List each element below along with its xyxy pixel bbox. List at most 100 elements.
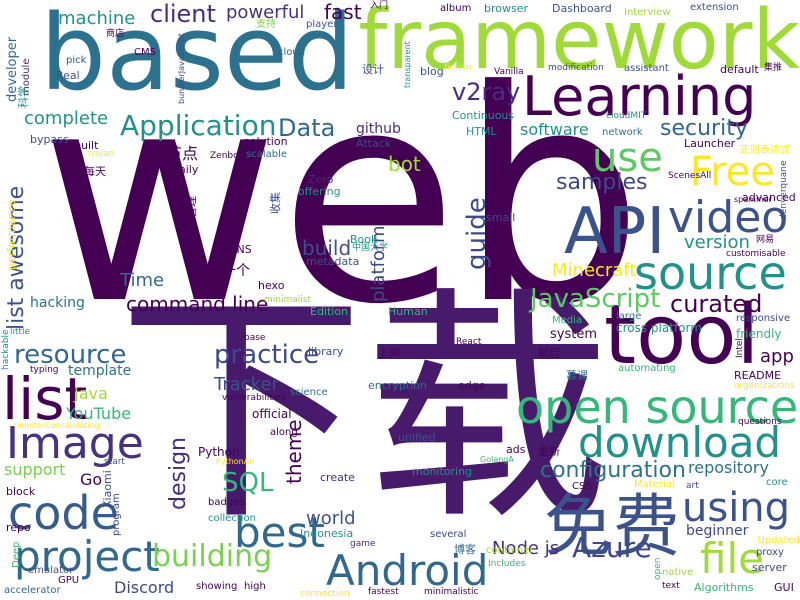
word-open: open xyxy=(653,557,663,580)
word-v2ray: v2ray xyxy=(452,78,521,106)
word-cross-platform: cross platform xyxy=(616,321,702,335)
word-zero: Zero xyxy=(308,173,334,186)
word-block: block xyxy=(6,485,36,498)
word-yige: 一个 xyxy=(222,263,250,279)
word-time: Time xyxy=(120,270,165,291)
word-game: game xyxy=(350,539,376,549)
word-text: text xyxy=(662,581,680,591)
word-typing: typing xyxy=(30,365,59,375)
word-performance: performance xyxy=(5,199,18,270)
word-curated: curated xyxy=(670,290,763,318)
word-react: React xyxy=(456,337,482,347)
word-fiction: fiction xyxy=(444,63,472,73)
word-ads: ads xyxy=(506,443,526,456)
word-spammer: spammer xyxy=(734,195,772,204)
word-transparent: transparent xyxy=(403,41,412,88)
word-blog: blog xyxy=(420,65,444,78)
word-bundler: bundlerJavaScript xyxy=(177,33,186,104)
word-minimalist: minimalist xyxy=(264,295,311,305)
word-questions: questions xyxy=(738,417,782,427)
word-interview: Interview xyxy=(624,7,671,18)
word-media: Media xyxy=(552,315,583,326)
word-open-source: open source xyxy=(516,380,799,434)
word-hacking: hacking xyxy=(30,295,85,311)
word-bot: bot xyxy=(388,152,421,176)
word-version: version xyxy=(684,232,750,253)
word-world: world xyxy=(306,508,356,529)
word-build: build xyxy=(302,236,352,260)
word-nodejs: Node js xyxy=(492,538,560,559)
word-little: little xyxy=(10,327,31,337)
word-monitoring: monitoring xyxy=(412,465,473,478)
word-launcher: Launcher xyxy=(684,137,736,150)
word-customisable: customisable xyxy=(726,249,786,259)
word-beginner: beginner xyxy=(686,523,749,539)
word-modification: modification xyxy=(548,63,604,73)
word-java: Java xyxy=(74,384,108,403)
word-denverquane: denverquane xyxy=(779,160,789,220)
word-collection: collection xyxy=(208,513,256,524)
word-boke: 博客 xyxy=(454,543,476,556)
word-software: software xyxy=(520,120,589,139)
word-web: web xyxy=(40,28,644,368)
word-css: CSS xyxy=(572,481,592,492)
word-scalable: scalable xyxy=(246,149,288,160)
word-start: start xyxy=(104,457,125,467)
word-best: best xyxy=(234,508,325,557)
word-powerful: powerful xyxy=(226,2,305,23)
word-guanli: 管理 xyxy=(185,196,198,218)
word-hexo: hexo xyxy=(258,279,285,292)
word-science: science xyxy=(290,387,328,398)
word-bypass: bypass xyxy=(30,133,69,146)
word-library: library xyxy=(308,345,344,358)
word-complete: complete xyxy=(24,108,109,129)
word-attack: Attack xyxy=(356,137,392,150)
word-offering: offering xyxy=(298,185,341,198)
word-encryption: encryption xyxy=(368,379,427,392)
word-includes: Includes xyxy=(488,559,526,569)
word-jitui: 集推 xyxy=(764,63,783,73)
word-zenbot: Zenbot xyxy=(210,151,243,161)
word-based: based xyxy=(40,0,354,114)
word-gpu: GPU xyxy=(58,575,80,586)
word-code: code xyxy=(8,486,119,540)
word-muke: 慕课 xyxy=(566,369,588,382)
word-base: base xyxy=(244,333,266,343)
word-program: program xyxy=(111,493,122,536)
word-connection: connection xyxy=(300,589,350,599)
word-image: Image xyxy=(6,418,144,469)
word-automating: automating xyxy=(618,363,676,374)
word-learning: Learning xyxy=(522,65,757,128)
word-solution: solution xyxy=(244,135,288,148)
word-book: Book xyxy=(350,233,378,246)
word-kexue: 科学 xyxy=(17,86,30,108)
word-wangyi: 网易 xyxy=(756,235,775,245)
word-vulnerabilities: vulnerabilities xyxy=(222,393,286,403)
word-framework: framework xyxy=(358,0,800,88)
word-discord: Discord xyxy=(114,578,175,597)
word-system: system xyxy=(550,327,597,342)
word-tracker: Tracker xyxy=(214,374,279,395)
word-shangwang: 上网 xyxy=(378,347,400,360)
word-source: source xyxy=(634,246,787,300)
word-data: Data xyxy=(278,114,336,142)
word-pythonan: PythonAn xyxy=(216,457,255,466)
word-sql: SQL xyxy=(222,468,274,498)
word-template: template xyxy=(68,363,132,379)
word-dashboard: Dashboard xyxy=(552,2,612,15)
word-responsive: responsive xyxy=(736,313,791,324)
word-dns: DNS xyxy=(228,243,252,256)
word-default: default xyxy=(720,63,759,76)
word-rumen: 入门 xyxy=(370,1,389,11)
word-use: use xyxy=(592,135,663,181)
word-zhengze: 正则表达式 xyxy=(740,145,790,156)
word-vanilla: Vanilla xyxy=(494,67,524,77)
word-network: network xyxy=(602,127,643,138)
word-organizations: organizations xyxy=(734,381,795,391)
word-samples: samples xyxy=(556,170,648,195)
word-high: high xyxy=(244,581,266,592)
word-small: small xyxy=(486,211,516,224)
word-app: app xyxy=(760,346,794,367)
word-scenesall: ScenesAll xyxy=(668,171,712,181)
word-youtube: YouTube xyxy=(66,404,132,423)
